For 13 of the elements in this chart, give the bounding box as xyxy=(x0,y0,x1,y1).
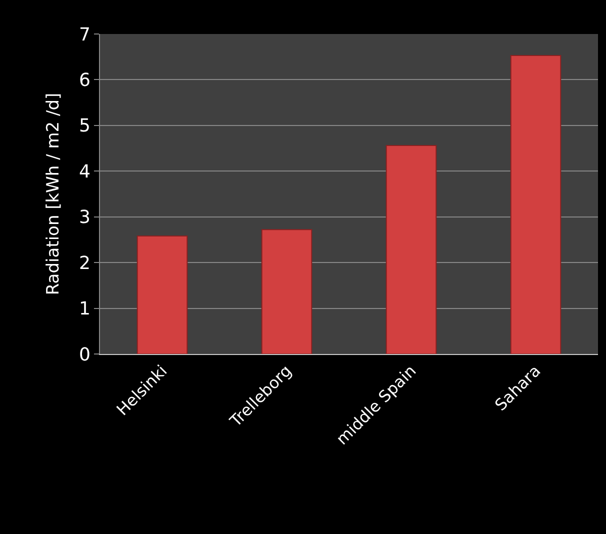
y-tick-label: 6 xyxy=(78,70,90,92)
y-tick-label: 4 xyxy=(78,161,90,182)
y-tick-label: 3 xyxy=(78,207,90,228)
y-tick-label: 1 xyxy=(78,298,90,320)
y-tick-label: 7 xyxy=(78,24,90,46)
bar xyxy=(386,145,437,354)
y-tick-label: 0 xyxy=(78,344,90,366)
y-axis-title: Radiation [kWh / m2 /d] xyxy=(43,92,64,296)
bar xyxy=(510,54,562,354)
bar xyxy=(136,236,188,354)
y-tick-label: 2 xyxy=(78,252,90,274)
y-tick-label: 5 xyxy=(78,116,90,137)
bar xyxy=(261,229,312,354)
